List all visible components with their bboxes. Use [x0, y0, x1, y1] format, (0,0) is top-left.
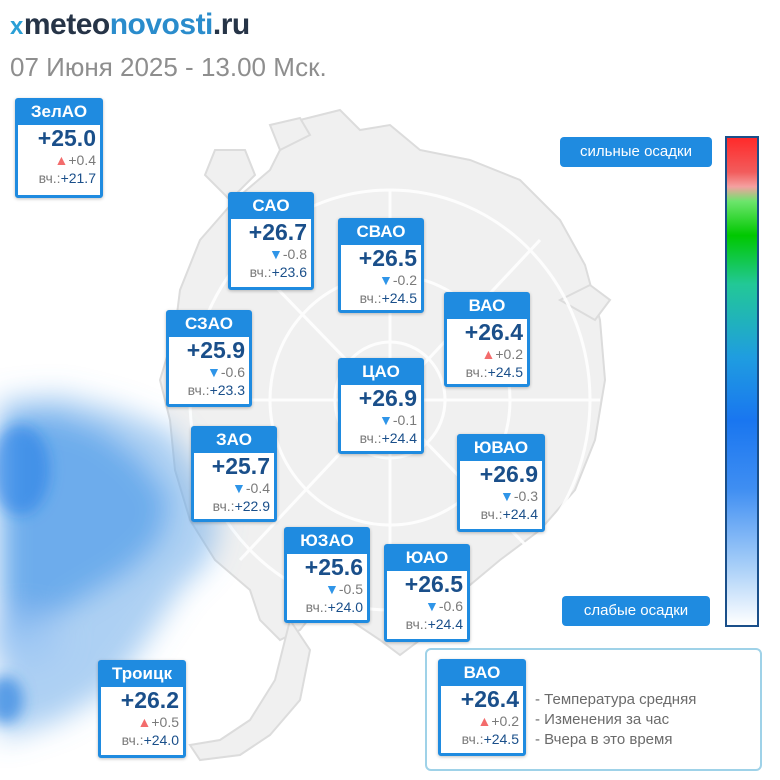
- site-logo[interactable]: xmeteonovosti.ru: [10, 8, 250, 42]
- district-card-troick: Троицк +26.2 ▲+0.5 вч.:+24.0: [98, 660, 186, 758]
- district-name: ВАО: [447, 295, 527, 319]
- temperature-value: +25.0: [37, 125, 96, 151]
- temperature-value: +25.9: [186, 337, 245, 363]
- hourly-change: ▼-0.5: [325, 581, 363, 597]
- temperature-value: +26.9: [479, 461, 538, 487]
- legend-line-yesterday: - Вчера в это время: [535, 731, 673, 748]
- hourly-change: ▼-0.6: [425, 598, 463, 614]
- temperature-value: +26.5: [358, 245, 417, 271]
- hourly-change: ▼-0.6: [207, 364, 245, 380]
- yesterday-value: вч.:+24.5: [461, 731, 519, 747]
- hourly-change: ▼-0.4: [232, 480, 270, 496]
- arrow-up-icon: ▲: [477, 713, 492, 729]
- temperature-value: +26.4: [464, 319, 523, 345]
- yesterday-value: вч.:+23.6: [249, 264, 307, 280]
- temperature-value: +26.4: [460, 686, 519, 712]
- district-card-yuzao: ЮЗАО +25.6 ▼-0.5 вч.:+24.0: [284, 527, 370, 623]
- precipitation-core: [0, 425, 50, 724]
- district-card-vao: ВАО +26.4 ▲+0.2 вч.:+24.5: [444, 292, 530, 387]
- hourly-change: ▼-0.2: [379, 272, 417, 288]
- district-name: ЗАО: [194, 429, 274, 453]
- arrow-up-icon: ▲: [54, 152, 69, 168]
- district-name: САО: [231, 195, 311, 219]
- district-name: ЦАО: [341, 361, 421, 385]
- arrow-down-icon: ▼: [207, 364, 221, 380]
- district-card-svao: СВАО +26.5 ▼-0.2 вч.:+24.5: [338, 218, 424, 313]
- yesterday-value: вч.:+24.4: [480, 506, 538, 522]
- hourly-change: ▲+0.4: [54, 152, 97, 168]
- yesterday-value: вч.:+21.7: [38, 170, 96, 186]
- logo-part-meteo: meteo: [23, 8, 110, 41]
- hourly-change: ▼-0.1: [379, 412, 417, 428]
- temperature-value: +25.7: [211, 453, 270, 479]
- district-name: ЮАО: [387, 547, 467, 571]
- yesterday-value: вч.:+24.0: [305, 599, 363, 615]
- precipitation-scale-bar: [725, 136, 759, 627]
- yesterday-value: вч.:+22.9: [212, 498, 270, 514]
- arrow-down-icon: ▼: [379, 412, 393, 428]
- district-name: СВАО: [341, 221, 421, 245]
- district-card-cao: ЦАО +26.9 ▼-0.1 вч.:+24.4: [338, 358, 424, 454]
- temperature-value: +26.7: [248, 219, 307, 245]
- legend-line-hourly-change: - Изменения за час: [535, 711, 670, 728]
- legend-description: - Температура средняя - Изменения за час…: [535, 690, 696, 750]
- arrow-down-icon: ▼: [379, 272, 393, 288]
- district-card-szao: СЗАО +25.9 ▼-0.6 вч.:+23.3: [166, 310, 252, 407]
- forecast-date: 07 Июня 2025 - 13.00 Мск.: [10, 52, 327, 82]
- district-card-sao: САО +26.7 ▼-0.8 вч.:+23.6: [228, 192, 314, 290]
- arrow-down-icon: ▼: [325, 581, 339, 597]
- temperature-value: +26.2: [120, 687, 179, 713]
- logo-part-novosti: novosti: [109, 8, 214, 41]
- yesterday-value: вч.:+24.4: [405, 616, 463, 632]
- arrow-down-icon: ▼: [232, 480, 246, 496]
- logo-part-domain: .ru: [212, 8, 250, 41]
- district-name: ЗелАО: [18, 101, 100, 125]
- hourly-change: ▲+0.2: [477, 713, 520, 729]
- hourly-change: ▼-0.8: [269, 246, 307, 262]
- arrow-up-icon: ▲: [137, 714, 152, 730]
- temperature-value: +26.9: [358, 385, 417, 411]
- district-name: ЮЗАО: [287, 530, 367, 554]
- hourly-change: ▲+0.2: [481, 346, 524, 362]
- temperature-value: +26.5: [404, 571, 463, 597]
- logo-mark-icon: x: [10, 13, 23, 40]
- district-card-zao: ЗАО +25.7 ▼-0.4 вч.:+22.9: [191, 426, 277, 522]
- temperature-value: +25.6: [304, 554, 363, 580]
- district-card-yuao: ЮАО +26.5 ▼-0.6 вч.:+24.4: [384, 544, 470, 642]
- yesterday-value: вч.:+24.0: [121, 732, 179, 748]
- district-name: ЮВАО: [460, 437, 542, 461]
- yesterday-value: вч.:+24.4: [359, 430, 417, 446]
- yesterday-value: вч.:+24.5: [465, 364, 523, 380]
- arrow-down-icon: ▼: [500, 488, 514, 504]
- hourly-change: ▼-0.3: [500, 488, 538, 504]
- district-card-yuvao: ЮВАО +26.9 ▼-0.3 вч.:+24.4: [457, 434, 545, 532]
- arrow-up-icon: ▲: [481, 346, 496, 362]
- district-name: СЗАО: [169, 313, 249, 337]
- district-card-zelao: ЗелАО +25.0 ▲+0.4 вч.:+21.7: [15, 98, 103, 198]
- district-name: Троицк: [101, 663, 183, 687]
- district-name: ВАО: [441, 662, 523, 686]
- hourly-change: ▲+0.5: [137, 714, 180, 730]
- legend-line-average: - Температура средняя: [535, 691, 697, 708]
- arrow-down-icon: ▼: [269, 246, 283, 262]
- legend-sample-card: ВАО +26.4 ▲+0.2 вч.:+24.5: [438, 659, 526, 756]
- yesterday-value: вч.:+23.3: [187, 382, 245, 398]
- arrow-down-icon: ▼: [425, 598, 439, 614]
- scale-label-heavy: сильные осадки: [560, 137, 712, 167]
- yesterday-value: вч.:+24.5: [359, 290, 417, 306]
- scale-label-light: слабые осадки: [562, 596, 710, 626]
